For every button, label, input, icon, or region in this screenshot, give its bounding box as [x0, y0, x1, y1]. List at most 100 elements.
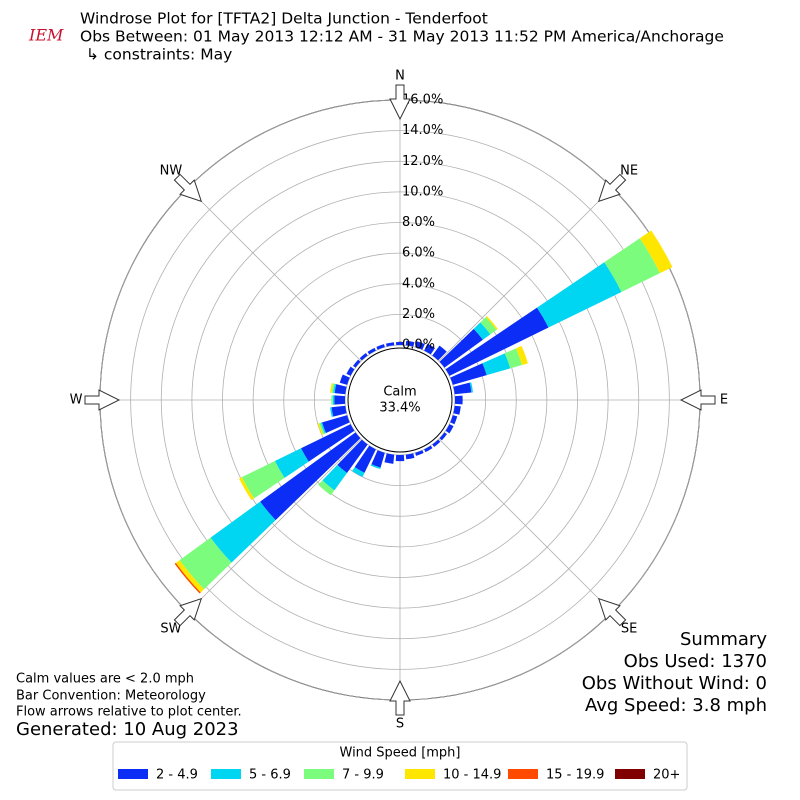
r-tick-label: 16.0%	[402, 93, 443, 108]
bar-segment	[469, 382, 473, 393]
legend-label: 15 - 19.9	[546, 768, 604, 783]
bar-segment	[385, 342, 395, 347]
bar-segment	[334, 384, 347, 395]
note: Calm values are < 2.0 mph	[16, 672, 194, 687]
bar-segment	[384, 453, 395, 464]
bar-segment	[210, 501, 276, 563]
r-tick-label: 6.0%	[402, 246, 435, 261]
legend-swatch	[304, 769, 334, 779]
compass-label: SE	[621, 622, 637, 637]
calm-label: Calm	[383, 385, 416, 400]
bar-segment	[371, 450, 385, 468]
bar-segment	[346, 366, 355, 376]
bar-segment	[334, 395, 346, 405]
bar-segment	[179, 537, 232, 590]
arrow-shape	[173, 173, 203, 203]
r-tick-label: 12.0%	[402, 154, 443, 169]
compass-label: NE	[620, 163, 638, 178]
legend-swatch	[211, 769, 241, 779]
bar-segment	[322, 464, 347, 491]
flow-arrow	[389, 84, 411, 121]
calm-circle	[347, 347, 453, 453]
grid-spoke	[438, 438, 613, 613]
bar-segment	[604, 238, 661, 292]
bar-segment	[330, 382, 334, 393]
arrow-shape	[389, 84, 411, 121]
bar-segment	[175, 560, 205, 593]
bar-segment	[330, 407, 334, 418]
bar-segment	[370, 464, 381, 470]
bar-segment	[453, 405, 461, 415]
bar-segment	[405, 453, 415, 460]
r-tick-label: 4.0%	[402, 276, 435, 291]
bar-segment	[239, 477, 255, 501]
bar-segment	[319, 422, 325, 435]
bar-segment	[318, 480, 335, 496]
bar-segment	[482, 353, 511, 376]
legend-title: Wind Speed [mph]	[340, 746, 461, 761]
arrow-shape	[389, 679, 411, 716]
bar-segment	[432, 439, 441, 447]
bar-segment	[395, 454, 405, 462]
note: Flow arrows relative to plot center.	[16, 705, 242, 720]
bar-segment	[445, 307, 549, 376]
bar-segment	[480, 317, 497, 335]
r-tick-label: 14.0%	[402, 123, 443, 138]
bar-segment	[260, 432, 361, 521]
generated: Generated: 10 Aug 2023	[16, 719, 239, 740]
arrow-shape	[173, 597, 203, 627]
legend-label: 7 - 9.9	[342, 768, 384, 783]
legend-label: 10 - 14.9	[443, 768, 501, 783]
bar-segment	[174, 562, 201, 594]
bar-segment	[354, 445, 376, 473]
bar-segment	[241, 461, 285, 499]
legend-label: 2 - 4.9	[156, 768, 198, 783]
bar-segment	[424, 343, 436, 355]
bar-segment	[320, 422, 326, 434]
bar-segment	[439, 328, 483, 368]
chart-subtitle: Obs Between: 01 May 2013 12:12 AM - 31 M…	[80, 28, 724, 46]
bar-segment	[504, 348, 523, 369]
legend-box	[112, 741, 688, 791]
bar-segment	[453, 382, 472, 395]
bar-segment	[439, 432, 447, 441]
constraint: ↳ constraints: May	[86, 46, 232, 64]
legend-swatch	[118, 769, 148, 779]
bar-segment	[395, 341, 405, 346]
logo: IEM	[28, 26, 64, 45]
bar-segment	[450, 363, 487, 385]
compass-label: SW	[160, 622, 181, 637]
legend-swatch	[508, 769, 538, 779]
bar-segment	[359, 353, 368, 361]
chart-title: Windrose Plot for [TFTA2] Delta Junction…	[80, 10, 488, 28]
bar-segment	[405, 340, 415, 347]
note: Bar Convention: Meteorology	[16, 689, 206, 704]
bar-segment	[333, 383, 337, 394]
bar-segment	[274, 448, 309, 478]
bar-segment	[331, 395, 333, 405]
compass-label: S	[396, 717, 404, 732]
grid-spoke	[187, 438, 362, 613]
bar-segment	[332, 395, 335, 405]
bar-segment	[454, 395, 463, 405]
grid-spoke	[438, 187, 613, 362]
bar-segment	[536, 262, 622, 328]
arrow-shape	[597, 597, 627, 627]
bar-segment	[450, 415, 458, 425]
arrow-shape	[679, 389, 716, 411]
legend-swatch	[615, 769, 645, 779]
compass-label: N	[395, 69, 405, 84]
summary: Obs Used: 1370	[624, 651, 767, 672]
bar-segment	[639, 230, 673, 274]
bar-segment	[339, 374, 350, 385]
calm-value: 33.4%	[379, 401, 420, 416]
bar-segment	[367, 347, 376, 355]
flow-arrow	[173, 597, 203, 627]
bar-segment	[445, 424, 454, 434]
bar-segment	[473, 322, 491, 340]
legend-label: 5 - 6.9	[249, 768, 291, 783]
bar-segment	[353, 359, 361, 368]
compass-label: W	[70, 393, 83, 408]
